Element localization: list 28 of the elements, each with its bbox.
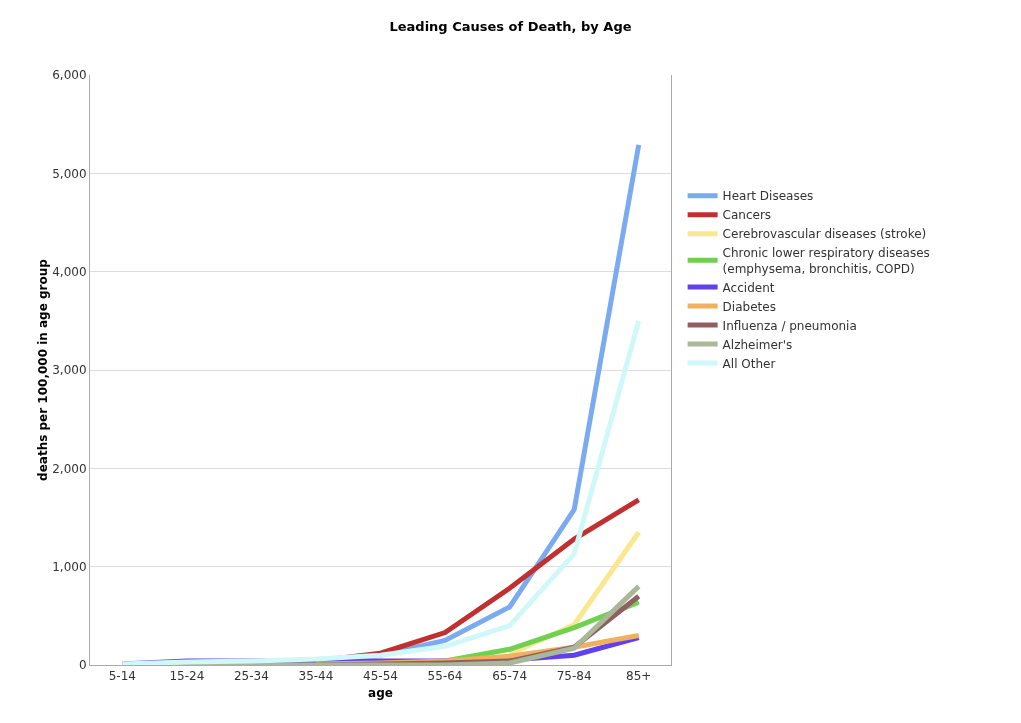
x-axis-title: age <box>368 686 393 701</box>
x-tick-label: 15-24 <box>169 669 205 684</box>
y-axis-title: deaths per 100,000 in age group <box>36 258 51 481</box>
x-tick-label: 65-74 <box>492 669 528 684</box>
y-tick-label: 0 <box>78 658 87 673</box>
legend-label: Alzheimer's <box>722 337 793 352</box>
legend-label: Influenza / pneumonia <box>722 318 857 333</box>
legend-label: Diabetes <box>722 299 776 314</box>
legend-label: Cancers <box>722 208 772 223</box>
y-tick-label: 2,000 <box>52 461 87 476</box>
y-tick-label: 1,000 <box>52 559 87 574</box>
x-tick-label: 25-34 <box>233 669 269 684</box>
y-tick-label: 4,000 <box>52 264 87 279</box>
legend-label: Chronic lower respiratory diseases (emphysema, bronchitis, COPD) <box>722 246 930 276</box>
y-tick-label: 6,000 <box>52 68 87 83</box>
x-tick-label: 85+ <box>626 669 652 684</box>
y-tick-label: 5,000 <box>52 166 87 181</box>
legend-label: Accident <box>722 280 775 295</box>
chart-title: Leading Causes of Death, by Age <box>389 18 632 34</box>
x-tick-label: 45-54 <box>363 669 398 684</box>
x-tick-label: 5-14 <box>108 669 136 684</box>
legend-label: All Other <box>722 356 776 371</box>
x-tick-label: 75-84 <box>556 669 592 684</box>
x-tick-label: 55-64 <box>427 669 463 684</box>
x-tick-label: 35-44 <box>298 669 334 684</box>
legend-label: Heart Diseases <box>722 189 814 204</box>
legend-label: Cerebrovascular diseases (stroke) <box>722 227 927 242</box>
y-tick-label: 3,000 <box>52 363 87 378</box>
